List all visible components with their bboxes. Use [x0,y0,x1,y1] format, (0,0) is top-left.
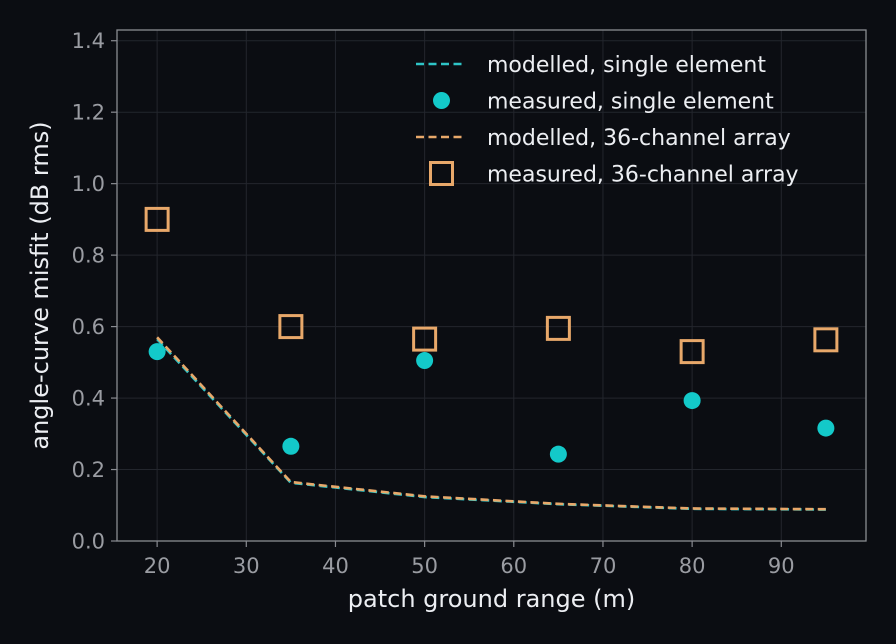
x-tick-label: 60 [500,554,527,578]
data-point-measured-single-element [148,343,166,361]
series-measured-single-element [148,343,835,463]
legend-marker-measured-single-element [433,92,450,109]
y-axis: 0.0 0.2 0.4 0.6 0.8 1.0 1.2 1.4 [72,29,117,554]
x-tick-label: 40 [322,554,349,578]
legend-label-measured-single-element: measured, single element [487,90,774,115]
x-axis-title: patch ground range (m) [348,585,635,613]
legend-label-measured-36-channel-array: measured, 36-channel array [487,163,799,188]
data-point-measured-single-element [416,352,434,370]
plot-series [144,206,839,511]
x-tick-label: 80 [679,554,706,578]
y-tick-label: 1.4 [72,29,105,53]
y-tick-label: 0.8 [72,244,105,268]
data-point-measured-36-channel-array [144,206,170,232]
y-tick-label: 0.6 [72,315,105,339]
plot-frame [116,29,867,542]
data-point-measured-36-channel-array [278,314,304,340]
data-point-measured-single-element [549,445,567,463]
y-tick-label: 0.0 [72,530,105,554]
x-tick-label: 70 [590,554,617,578]
data-point-measured-36-channel-array [545,315,571,341]
legend-entry-measured-36-channel-array: measured, 36-channel array [429,161,799,188]
legend: modelled, single element measured, single… [416,53,799,188]
y-axis-title: angle-curve misfit (dB rms) [26,121,54,449]
legend-label-modelled-36-channel-array: modelled, 36-channel array [487,126,791,151]
data-point-measured-36-channel-array [412,326,438,352]
data-point-measured-single-element [282,437,300,455]
series-measured-36-channel-array [144,206,839,365]
legend-entry-modelled-36-channel-array: modelled, 36-channel array [416,126,791,151]
y-tick-label: 1.0 [72,172,105,196]
legend-entry-modelled-single-element: modelled, single element [416,53,766,78]
x-axis: 20 30 40 50 60 70 80 90 [144,541,795,578]
data-point-measured-single-element [683,392,701,410]
x-tick-label: 50 [411,554,438,578]
y-tick-label: 0.2 [72,458,105,482]
y-tick-label: 1.2 [72,101,105,125]
data-point-measured-single-element [817,419,835,437]
y-tick-label: 0.4 [72,387,105,411]
series-modelled-36-channel-array [156,336,826,511]
legend-marker-measured-36-channel-array [429,161,454,186]
data-point-measured-36-channel-array [813,327,839,353]
data-point-measured-36-channel-array [679,339,705,365]
x-tick-label: 90 [768,554,795,578]
x-tick-label: 20 [144,554,171,578]
series-line-modelled-36-channel-array [156,336,826,511]
x-tick-label: 30 [233,554,260,578]
legend-label-modelled-single-element: modelled, single element [487,53,766,78]
legend-entry-measured-single-element: measured, single element [433,90,774,115]
